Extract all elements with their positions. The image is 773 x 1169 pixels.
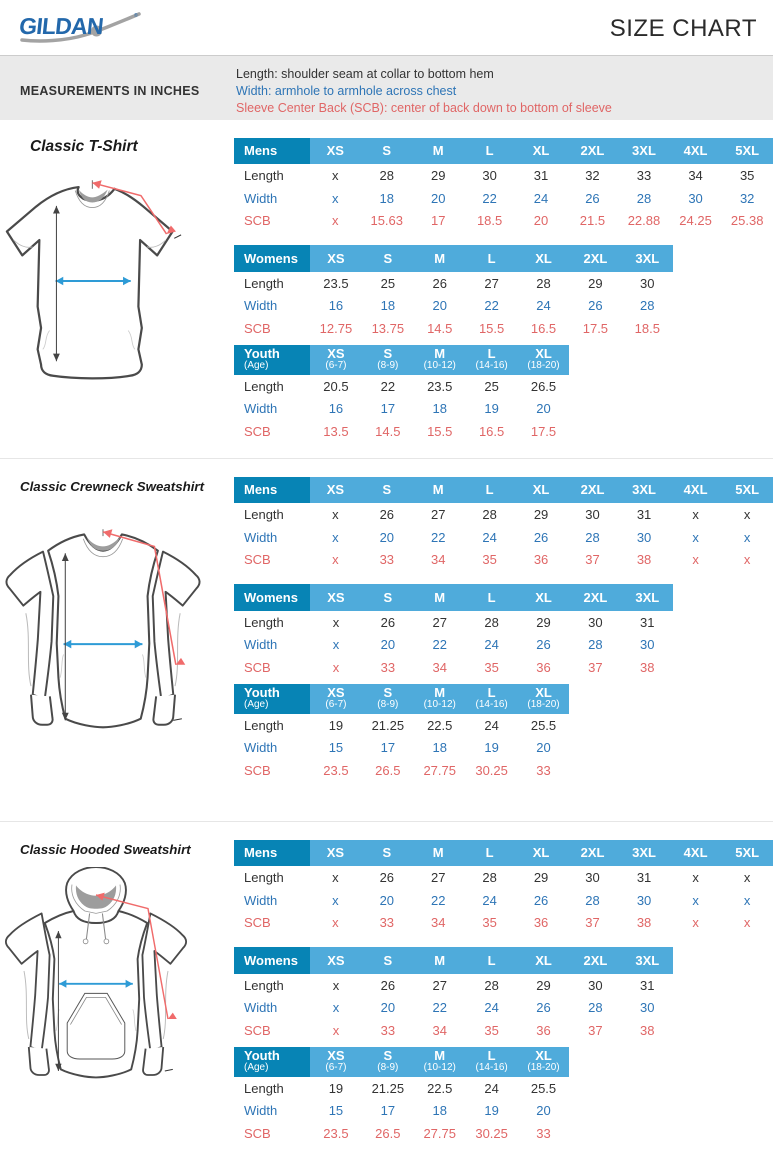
svg-text:GILDAN: GILDAN: [20, 13, 104, 39]
svg-text:®: ®: [134, 12, 138, 19]
